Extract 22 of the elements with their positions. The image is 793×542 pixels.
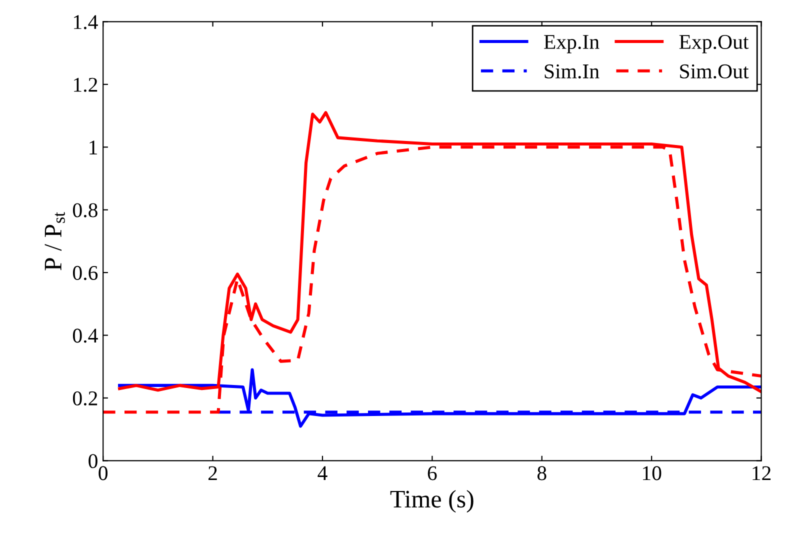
y-tick-label: 0 <box>88 454 98 468</box>
x-tick-label: 2 <box>208 466 217 480</box>
x-tick-label: 0 <box>98 466 108 480</box>
y-tick-label: 1 <box>90 140 97 154</box>
x-tick-label: 6 <box>428 466 437 480</box>
legend-label: Sim.Out <box>680 64 749 78</box>
line-series <box>118 368 762 428</box>
legend-label: Sim.In <box>544 64 600 78</box>
y-tick-label: 1.2 <box>74 78 98 92</box>
x-tick-label: 10 <box>643 466 662 480</box>
legend-label: Exp.Out <box>679 34 749 54</box>
x-tick-label: 12 <box>752 466 771 480</box>
y-axis-title: P / P$_{st}$ <box>44 212 65 270</box>
x-axis-title: Time (s) <box>390 490 474 513</box>
y-tick-label: 0.8 <box>72 203 98 218</box>
x-tick-label: 4 <box>318 466 328 480</box>
y-tick-label: 1.4 <box>74 15 98 30</box>
x-tick-label: 8 <box>537 466 546 480</box>
y-tick-label: 0.6 <box>72 266 98 280</box>
y-tick-label: 0.2 <box>72 391 98 406</box>
y-tick-label: 0.4 <box>72 328 98 343</box>
legend-label: Exp.In <box>544 35 600 54</box>
